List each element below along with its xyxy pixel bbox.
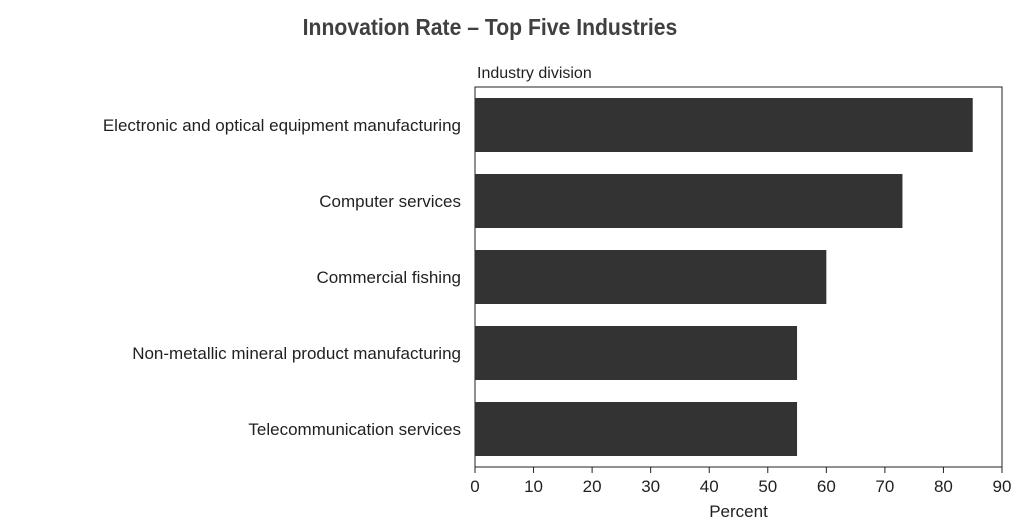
x-axis-label: Percent [709,502,768,521]
x-tick-label-20: 20 [583,477,602,496]
category-label-1: Electronic and optical equipment manufac… [103,116,461,135]
x-tick-label-80: 80 [934,477,953,496]
bars [475,98,973,456]
category-label-4: Non-metallic mineral product manufacturi… [132,344,461,363]
x-tick-label-90: 90 [993,477,1012,496]
x-tick-label-40: 40 [700,477,719,496]
category-label-5: Telecommunication services [248,420,461,439]
category-axis-label: Industry division [477,65,592,82]
chart-title: Innovation Rate – Top Five Industries [302,14,678,40]
x-tick-label-0: 0 [470,477,479,496]
x-axis: 0 10 20 30 40 50 60 70 80 90 [470,467,1011,496]
category-label-2: Computer services [319,192,461,211]
bar-5 [475,402,798,456]
x-tick-label-60: 60 [817,477,836,496]
x-tick-label-50: 50 [758,477,777,496]
bar-1 [475,98,973,152]
x-tick-label-70: 70 [875,477,894,496]
x-tick-label-30: 30 [641,477,660,496]
category-labels: Electronic and optical equipment manufac… [103,116,461,439]
category-label-3: Commercial fishing [316,268,461,287]
bar-4 [475,326,798,380]
bar-2 [475,174,903,228]
bar-3 [475,250,827,304]
x-tick-label-10: 10 [524,477,543,496]
